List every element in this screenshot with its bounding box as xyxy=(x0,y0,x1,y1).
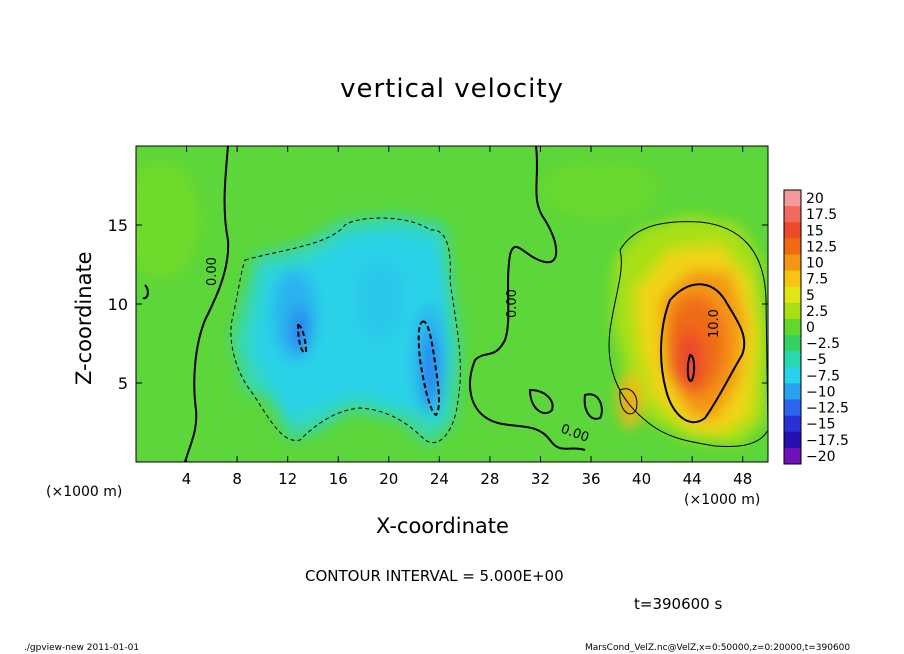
colorbar-swatch xyxy=(784,318,801,336)
y-axis-title: Z-coordinate xyxy=(72,251,96,385)
x-axis: 4 8 12 16 20 24 28 32 36 40 44 48 xyxy=(182,146,752,488)
colorbar-label: −15 xyxy=(806,417,836,433)
x-tick-label: 8 xyxy=(232,470,242,488)
colorbar-label: 7.5 xyxy=(806,272,828,288)
colorbar-label: 15 xyxy=(806,223,824,239)
colorbar-swatch xyxy=(784,415,801,433)
x-tick-label: 44 xyxy=(683,470,702,488)
colorbar-swatch xyxy=(784,447,801,465)
colorbar-label: −17.5 xyxy=(806,433,849,449)
colorbar-label: 17.5 xyxy=(806,207,837,223)
y-axis: 5 10 15 xyxy=(108,216,768,393)
minus-ten-contours xyxy=(296,320,440,417)
colorbar-swatch xyxy=(784,399,801,417)
colorbar-label: −2.5 xyxy=(806,336,840,352)
colorbar: 2017.51512.5107.552.50−2.5−5−7.5−10−12.5… xyxy=(783,189,849,465)
colorbar-label: 12.5 xyxy=(806,239,837,255)
chart-title: vertical velocity xyxy=(340,74,564,104)
colorbar-label: 0 xyxy=(806,320,815,336)
x-tick-label: 32 xyxy=(531,470,550,488)
x-axis-title: X-coordinate xyxy=(376,514,509,538)
x-tick-label: 40 xyxy=(632,470,651,488)
colorbar-swatch xyxy=(784,367,801,384)
colorbar-label: 5 xyxy=(806,288,815,304)
x-unit-label-right: (×1000 m) xyxy=(684,492,761,508)
colorbar-frame xyxy=(783,189,802,465)
negative-contours xyxy=(230,217,461,443)
colorbar-swatch xyxy=(784,270,801,288)
colorbar-swatch xyxy=(784,335,801,352)
x-tick-label: 20 xyxy=(379,470,398,488)
colorbar-label: −5 xyxy=(806,352,827,368)
x-tick-label: 4 xyxy=(182,470,192,488)
colorbar-swatch xyxy=(784,206,801,223)
colorbar-swatch xyxy=(784,302,801,320)
y-tick-label: 10 xyxy=(108,295,128,314)
colorbar-label: −12.5 xyxy=(806,401,849,417)
time-stamp: t=390600 s xyxy=(634,595,723,613)
colorbar-label: 10 xyxy=(806,256,824,272)
colorbar-swatch xyxy=(784,286,801,304)
contour-interval-note: CONTOUR INTERVAL = 5.000E+00 xyxy=(305,567,564,585)
x-tick-label: 48 xyxy=(733,470,752,488)
contour-label: 0.00 xyxy=(505,289,520,318)
colorbar-swatch xyxy=(784,431,801,449)
colorbar-label: 20 xyxy=(806,191,824,207)
positive-contours xyxy=(608,221,768,448)
y-tick-label: 5 xyxy=(118,374,128,393)
contour-label: 0.00 xyxy=(205,257,220,286)
footer-program: ./gpview-new 2011-01-01 xyxy=(24,643,140,653)
colorbar-swatch xyxy=(784,238,801,255)
y-tick-label: 15 xyxy=(108,216,128,235)
zero-contours xyxy=(142,146,603,462)
colorbar-swatch xyxy=(784,383,801,401)
x-tick-label: 28 xyxy=(480,470,499,488)
colorbar-swatch xyxy=(784,222,801,239)
footer-source: MarsCond_VelZ.nc@VelZ,x=0:50000,z=0:2000… xyxy=(585,643,851,653)
contour-label: 10.0 xyxy=(707,309,722,338)
colorbar-label: −20 xyxy=(806,449,836,465)
x-tick-label: 36 xyxy=(581,470,600,488)
colorbar-swatch xyxy=(784,351,801,368)
x-tick-label: 16 xyxy=(329,470,348,488)
colorbar-label: −7.5 xyxy=(806,368,840,384)
colorbar-label: 2.5 xyxy=(806,304,828,320)
ten-contour xyxy=(660,283,746,424)
x-unit-label-left: (×1000 m) xyxy=(46,484,123,500)
colorbar-swatch xyxy=(784,254,801,272)
colorbar-label: −10 xyxy=(806,384,836,400)
x-tick-label: 12 xyxy=(278,470,297,488)
x-tick-label: 24 xyxy=(430,470,449,488)
colorbar-swatch xyxy=(784,190,801,207)
